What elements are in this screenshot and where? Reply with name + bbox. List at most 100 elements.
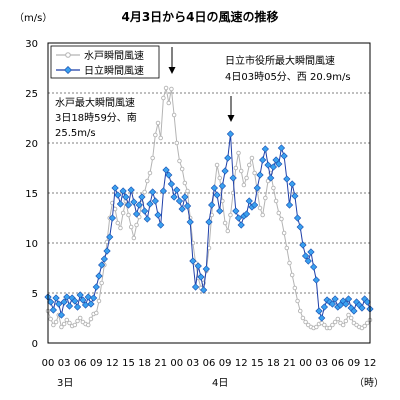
point-0-34	[136, 214, 142, 220]
point-0-32	[131, 235, 137, 241]
point-0-20	[99, 280, 104, 286]
point-0-3	[53, 319, 59, 325]
point-0-74	[244, 175, 249, 181]
point-1-100	[312, 276, 320, 284]
point-0-107	[332, 319, 338, 325]
point-1-11	[73, 303, 82, 311]
x-tick-label-4: 12	[106, 358, 119, 369]
arrow-hitachi-max	[227, 96, 235, 122]
point-1-2	[49, 306, 57, 314]
point-1-47	[170, 193, 178, 201]
point-1-20	[98, 261, 106, 269]
point-0-36	[142, 189, 147, 195]
point-0-28	[120, 210, 126, 216]
x-tick-label-18: 06	[331, 358, 344, 369]
point-0-80	[260, 212, 265, 218]
point-0-75	[246, 162, 252, 168]
point-1-97	[304, 257, 312, 265]
point-1-117	[358, 304, 366, 312]
legend-marker-mito	[65, 52, 71, 58]
point-0-26	[115, 220, 121, 226]
point-1-21	[100, 255, 108, 263]
point-0-66	[222, 220, 228, 226]
point-0-112	[346, 312, 351, 318]
point-0-82	[265, 178, 271, 184]
point-1-51	[181, 193, 189, 201]
point-1-41	[154, 211, 162, 219]
point-0-52	[185, 188, 190, 194]
point-1-38	[146, 200, 154, 208]
point-1-52	[183, 202, 192, 210]
x-tick-label-14: 18	[267, 358, 280, 369]
point-1-43	[159, 187, 168, 195]
point-1-29	[122, 193, 130, 201]
point-1-42	[157, 221, 165, 229]
point-1-3	[52, 294, 60, 302]
point-1-79	[256, 171, 264, 179]
point-0-95	[300, 315, 306, 321]
y-tick-label-6: 30	[25, 39, 38, 50]
point-0-87	[279, 216, 284, 222]
x-tick-label-3: 09	[90, 358, 103, 369]
point-0-79	[257, 205, 263, 211]
point-0-31	[128, 224, 134, 230]
point-0-89	[284, 245, 290, 251]
point-0-108	[335, 316, 341, 322]
point-1-96	[301, 252, 310, 260]
x-axis-unit: （時）	[354, 377, 384, 389]
y-tick-label-4: 20	[25, 139, 38, 150]
x-tick-label-13: 15	[251, 358, 264, 369]
x-tick-label-16: 00	[299, 358, 312, 369]
annotation-mito-line1: 水戸最大瞬間風速	[55, 96, 135, 109]
y-tick-label-0: 0	[32, 339, 38, 350]
point-0-49	[177, 158, 182, 164]
point-1-80	[259, 156, 267, 164]
legend: 水戸瞬間風速 日立瞬間風速	[50, 45, 160, 79]
point-1-22	[103, 247, 111, 255]
point-1-13	[79, 296, 87, 304]
point-1-107	[331, 295, 339, 303]
point-1-17	[89, 294, 98, 302]
chart-title: 4月3日から4日の風速の推移	[121, 9, 278, 24]
point-0-94	[297, 308, 303, 314]
y-tick-label-5: 25	[25, 89, 38, 100]
x-tick-label-0: 00	[42, 358, 55, 369]
day-label-4: 4日	[212, 378, 228, 389]
point-1-98	[307, 248, 315, 256]
point-0-84	[271, 185, 276, 191]
point-0-93	[295, 298, 300, 304]
point-1-27	[116, 200, 125, 208]
point-1-18	[92, 283, 100, 291]
x-tick-label-1: 03	[58, 358, 71, 369]
point-1-54	[189, 257, 197, 265]
x-tick-label-2: 06	[74, 358, 87, 369]
point-1-103	[320, 303, 329, 311]
point-0-86	[276, 210, 282, 216]
point-0-11	[75, 318, 80, 324]
point-1-39	[149, 188, 157, 196]
point-1-92	[291, 192, 299, 200]
point-1-32	[130, 198, 138, 206]
point-1-57	[197, 273, 205, 281]
point-0-51	[182, 180, 188, 186]
point-1-4	[55, 300, 63, 308]
legend-label-hitachi: 日立瞬間風速	[84, 64, 144, 77]
point-1-101	[315, 307, 323, 315]
point-0-119	[365, 320, 370, 326]
point-0-77	[252, 170, 257, 176]
x-tick-label-19: 09	[348, 358, 361, 369]
point-1-10	[71, 297, 79, 305]
x-tick-label-11: 09	[219, 358, 232, 369]
point-1-60	[205, 218, 213, 226]
point-0-110	[340, 322, 346, 328]
point-0-18	[94, 310, 99, 316]
point-1-58	[200, 286, 208, 294]
point-1-5	[57, 311, 66, 319]
point-0-100	[314, 324, 319, 330]
point-1-45	[165, 171, 173, 179]
point-0-64	[217, 175, 222, 181]
x-tick-label-17: 03	[315, 358, 328, 369]
point-0-8	[67, 320, 72, 326]
point-0-70	[233, 165, 239, 171]
point-1-56	[194, 262, 202, 270]
